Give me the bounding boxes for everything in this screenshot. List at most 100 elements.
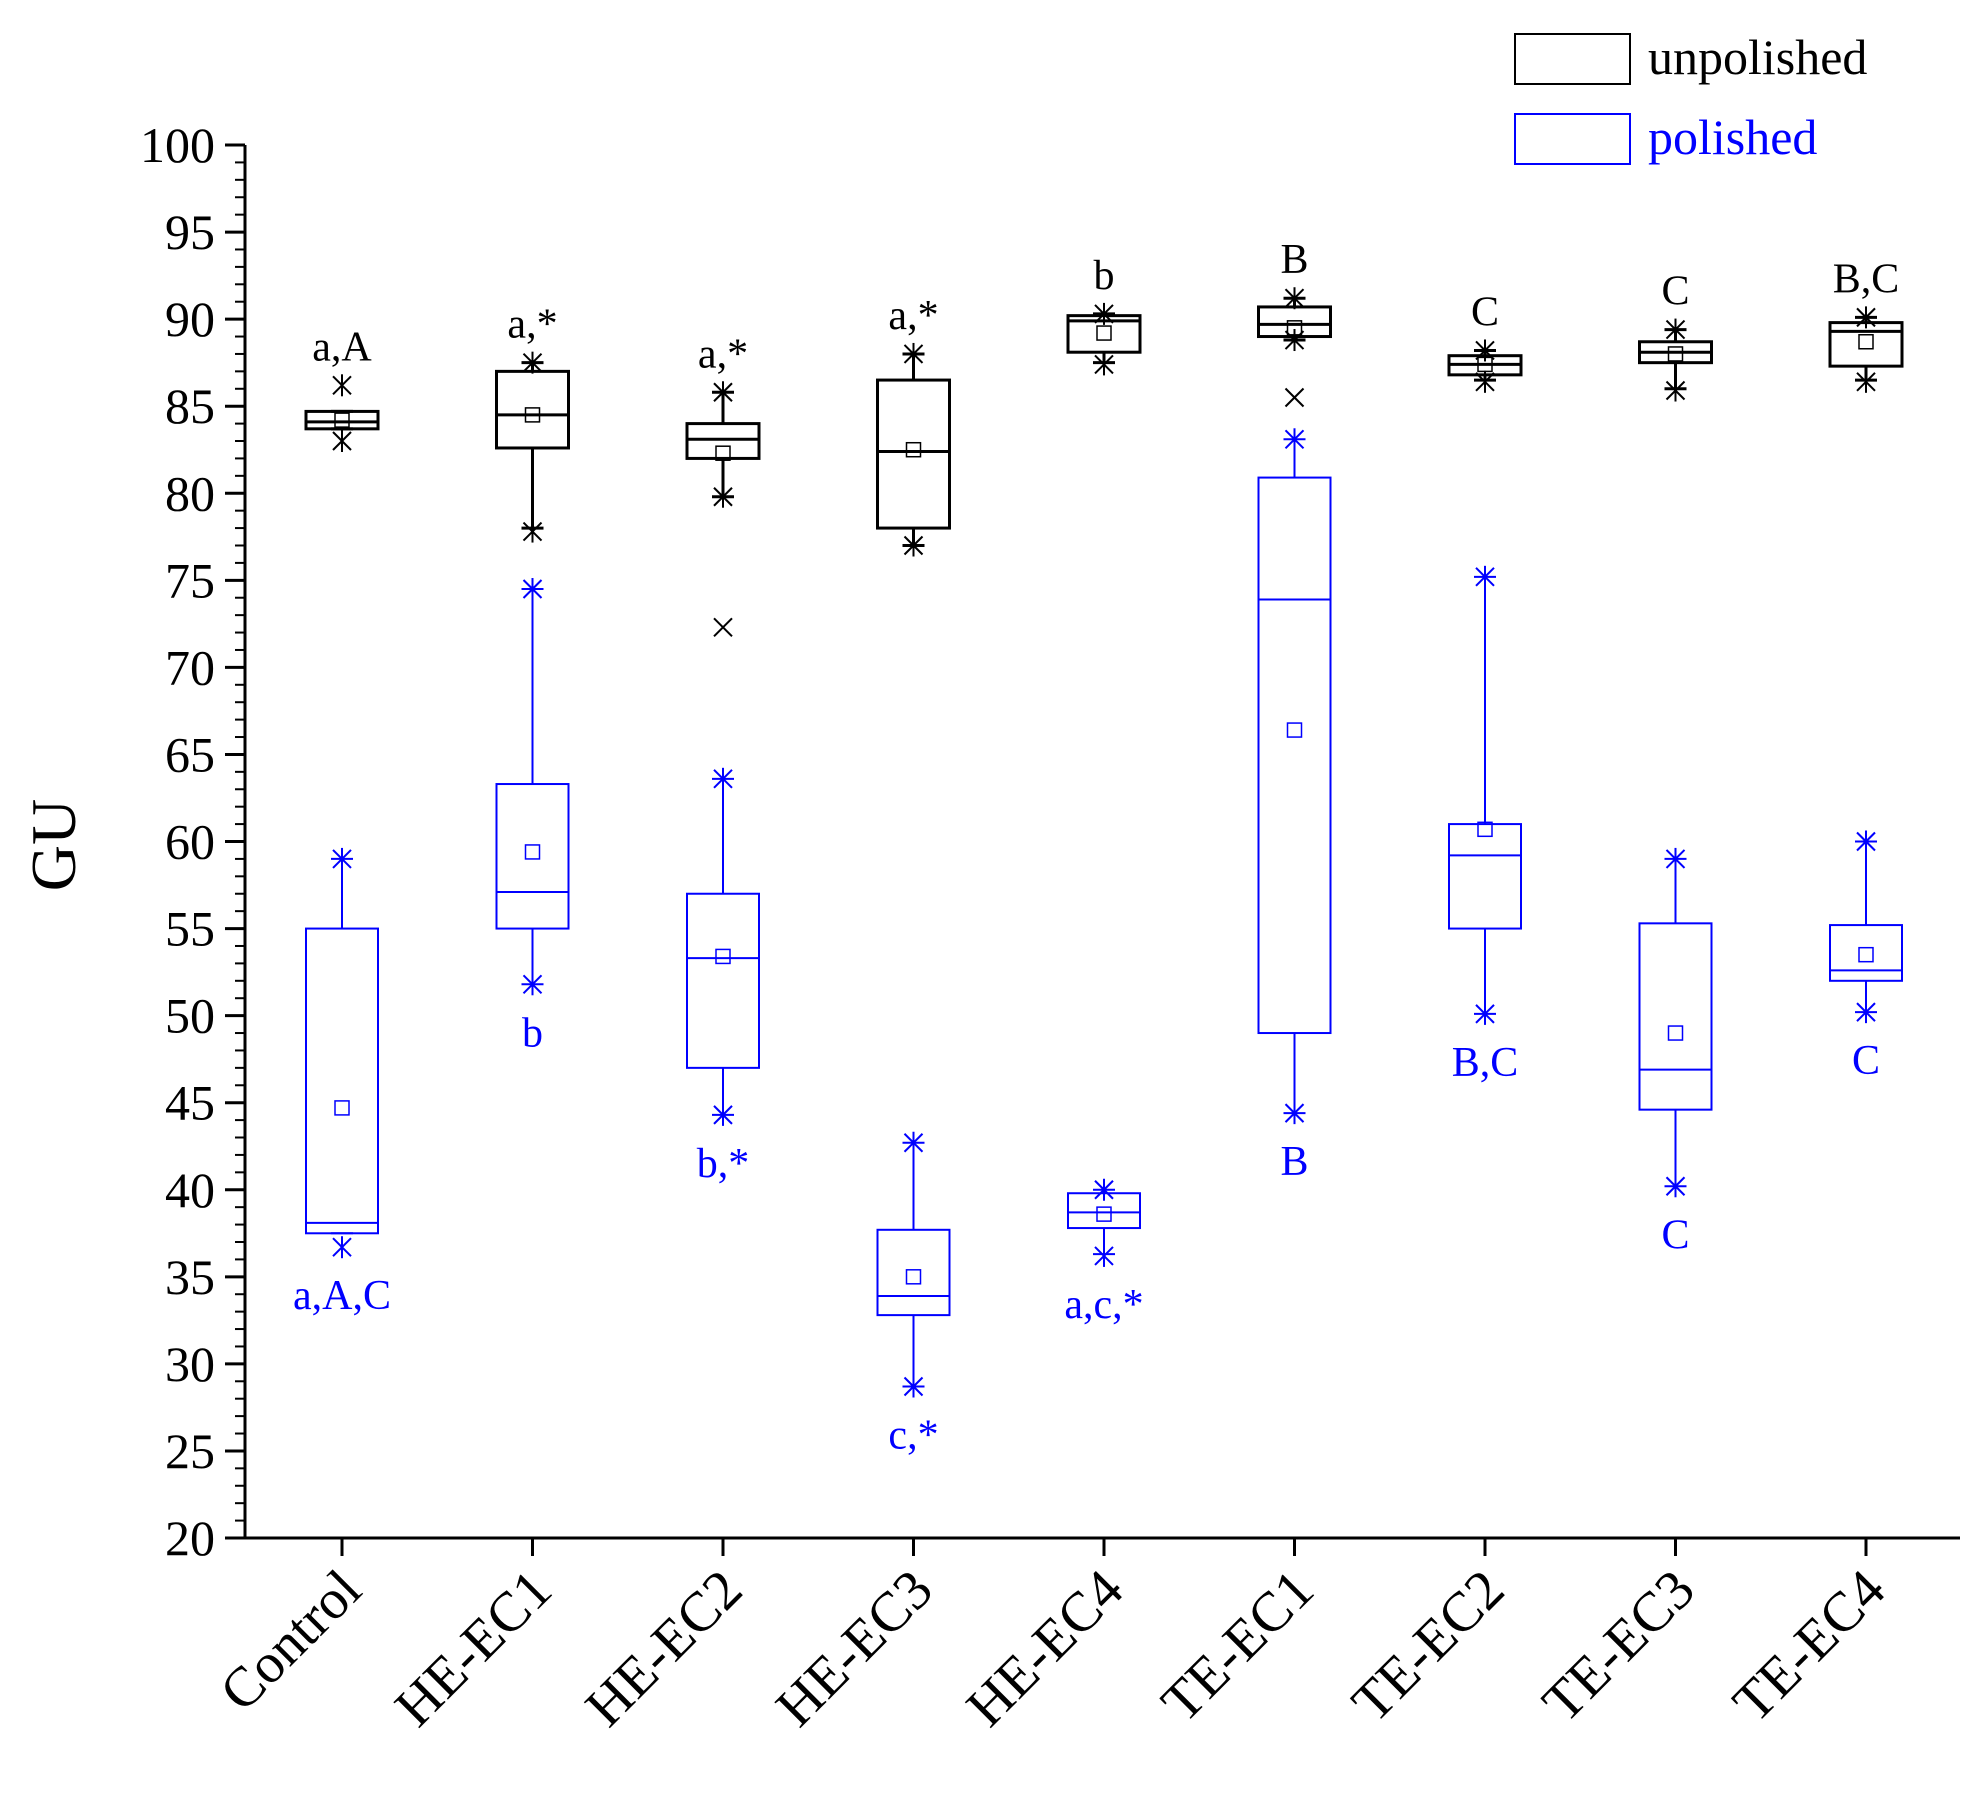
y-tick-label: 90 xyxy=(165,291,215,347)
min-marker xyxy=(1475,370,1495,393)
outlier-marker xyxy=(1284,387,1305,408)
x-tick-label-control: Control xyxy=(208,1558,373,1723)
y-tick-label: 25 xyxy=(165,1423,215,1479)
mean-marker xyxy=(1667,346,1684,362)
box-polished-te-ec2 xyxy=(1448,565,1522,1025)
y-tick-label: 60 xyxy=(165,814,215,870)
outlier-marker-stroke xyxy=(713,617,733,638)
box-unpolished-te-ec2 xyxy=(1447,339,1523,393)
legend: unpolished polished xyxy=(1514,29,1867,165)
min-marker xyxy=(522,520,543,543)
mean-marker xyxy=(1286,722,1303,738)
max-marker xyxy=(1856,306,1876,329)
y-tick-label: 80 xyxy=(165,465,215,521)
min-marker xyxy=(1665,379,1686,402)
mean-marker xyxy=(715,948,731,965)
box-polished-he-ec1 xyxy=(495,578,570,996)
significance-label-unpolished-he-ec1: a,* xyxy=(507,302,557,348)
x-tick-label-he-ec1: HE-EC1 xyxy=(383,1558,563,1738)
legend-swatch-polished xyxy=(1514,113,1631,165)
box-iqr xyxy=(304,409,380,431)
box-iqr xyxy=(495,369,570,450)
max-marker xyxy=(1284,428,1305,451)
box-iqr xyxy=(1638,922,1713,1111)
mean-marker xyxy=(524,407,541,423)
mean-marker xyxy=(1477,821,1493,838)
significance-label-unpolished-control: a,A xyxy=(312,324,372,370)
max-marker xyxy=(522,351,543,374)
box-polished-he-ec4 xyxy=(1067,1178,1141,1267)
min-marker xyxy=(1856,370,1876,393)
min-marker xyxy=(713,1103,733,1126)
box-unpolished-he-ec1 xyxy=(495,351,570,543)
significance-label-unpolished-te-ec1: B xyxy=(1280,237,1308,283)
y-tick-label: 75 xyxy=(165,552,215,608)
significance-label-unpolished-he-ec3: a,* xyxy=(888,293,938,339)
x-tick-label-he-ec3: HE-EC3 xyxy=(764,1558,944,1738)
significance-label-unpolished-he-ec4: b xyxy=(1094,253,1115,299)
significance-label-polished-he-ec2: b,* xyxy=(697,1141,750,1187)
box-iqr xyxy=(876,378,951,530)
significance-label-polished-te-ec4: C xyxy=(1852,1038,1880,1084)
group-labels: a,A a,* a,* a,* b B C C B,C a,A,C b b,* c,* a,c,* B B,C… xyxy=(293,237,1899,1458)
min-marker xyxy=(1665,1175,1686,1198)
max-marker xyxy=(1665,318,1686,341)
significance-label-polished-he-ec3: c,* xyxy=(888,1413,938,1459)
mean-marker xyxy=(524,844,541,860)
y-tick-label: 85 xyxy=(165,378,215,434)
y-tick-label: 45 xyxy=(165,1075,215,1131)
y-tick-label: 30 xyxy=(165,1336,215,1392)
significance-label-polished-te-ec1: B xyxy=(1280,1139,1308,1185)
significance-label-polished-te-ec3: C xyxy=(1661,1212,1689,1258)
mean-marker xyxy=(1096,1206,1112,1222)
min-marker xyxy=(713,485,733,508)
mean-marker xyxy=(1667,1025,1684,1041)
box-iqr xyxy=(686,892,760,1069)
min-marker xyxy=(332,430,352,453)
mean-marker xyxy=(1096,325,1112,341)
y-tick-label: 100 xyxy=(140,117,215,173)
box-iqr xyxy=(685,422,761,460)
significance-label-polished-te-ec2: B,C xyxy=(1452,1040,1519,1086)
legend-swatch-unpolished xyxy=(1514,33,1631,85)
min-marker xyxy=(903,1375,924,1398)
x-tick-label-te-ec3: TE-EC3 xyxy=(1531,1558,1707,1734)
x-tick-label-te-ec2: TE-EC2 xyxy=(1340,1558,1516,1734)
box-polished-te-ec4 xyxy=(1829,830,1903,1024)
x-tick-label-he-ec2: HE-EC2 xyxy=(574,1558,754,1738)
max-marker xyxy=(522,578,543,601)
significance-label-unpolished-te-ec2: C xyxy=(1471,289,1499,335)
x-tick-label-te-ec1: TE-EC1 xyxy=(1150,1558,1326,1734)
y-tick-label: 70 xyxy=(165,639,215,695)
significance-label-polished-he-ec1: b xyxy=(522,1010,543,1056)
min-marker xyxy=(1856,1001,1876,1024)
max-marker xyxy=(903,342,924,365)
min-marker xyxy=(1475,1002,1495,1025)
max-marker xyxy=(1094,302,1114,325)
significance-label-unpolished-he-ec2: a,* xyxy=(698,331,748,377)
outlier-marker xyxy=(713,617,733,638)
mean-marker xyxy=(1858,334,1874,350)
box-unpolished-te-ec1 xyxy=(1257,287,1332,408)
min-marker xyxy=(1094,1244,1114,1267)
mean-marker xyxy=(715,445,731,461)
box-unpolished-te-ec3 xyxy=(1638,318,1713,402)
x-tick-label-te-ec4: TE-EC4 xyxy=(1721,1558,1897,1734)
mean-marker xyxy=(905,1269,922,1285)
min-marker xyxy=(1284,329,1305,352)
box-polished-te-ec1 xyxy=(1257,428,1332,1125)
box-unpolished-he-ec2 xyxy=(685,381,761,638)
y-tick-label: 20 xyxy=(165,1510,215,1566)
max-marker xyxy=(713,767,733,790)
mean-marker xyxy=(334,1100,350,1116)
max-marker xyxy=(332,374,352,397)
box-iqr xyxy=(305,927,379,1235)
significance-label-unpolished-te-ec4: B,C xyxy=(1833,256,1900,302)
min-marker xyxy=(903,534,924,557)
box-iqr xyxy=(1448,823,1522,930)
max-marker xyxy=(1094,1178,1114,1201)
min-marker xyxy=(1284,1102,1305,1125)
box-unpolished-he-ec4 xyxy=(1066,302,1142,376)
